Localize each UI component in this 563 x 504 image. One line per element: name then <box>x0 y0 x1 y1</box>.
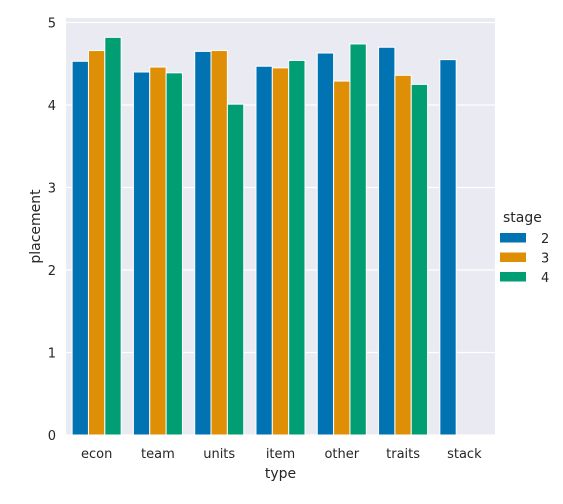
bar-other-stage-4 <box>350 44 366 435</box>
x-tick-label: econ <box>81 447 112 462</box>
x-axis-label: type <box>265 466 296 482</box>
bar-econ-stage-2 <box>72 61 88 435</box>
bar-econ-stage-3 <box>88 51 104 435</box>
bar-econ-stage-4 <box>105 37 121 435</box>
y-axis-label: placement <box>28 189 44 264</box>
bar-item-stage-4 <box>289 60 305 435</box>
x-tick-labels: econ team units item other traits stack <box>81 447 482 462</box>
legend-items: 2 3 4 <box>500 232 549 286</box>
y-tick-labels: 0 1 2 3 4 5 <box>48 17 56 445</box>
legend: stage 2 3 4 <box>500 210 549 286</box>
bar-other-stage-3 <box>334 81 350 435</box>
bar-units-stage-2 <box>195 51 211 435</box>
x-tick-label: units <box>203 447 235 462</box>
legend-label-2: 2 <box>541 232 549 247</box>
legend-label-4: 4 <box>541 271 549 286</box>
bar-traits-stage-3 <box>395 75 411 435</box>
x-tick-label: stack <box>447 447 482 462</box>
bar-team-stage-3 <box>150 67 166 435</box>
x-tick-label: other <box>324 447 359 462</box>
bar-item-stage-3 <box>272 68 288 435</box>
bar-units-stage-4 <box>227 104 243 435</box>
y-tick-label: 3 <box>48 182 56 197</box>
x-tick-label: team <box>141 447 175 462</box>
legend-swatch-2 <box>500 233 526 243</box>
legend-swatch-3 <box>500 253 526 263</box>
bar-item-stage-2 <box>256 66 272 435</box>
bar-team-stage-4 <box>166 73 182 435</box>
y-tick-label: 2 <box>48 264 56 279</box>
bar-traits-stage-4 <box>411 84 427 435</box>
bar-traits-stage-2 <box>379 47 395 435</box>
y-tick-label: 1 <box>48 347 56 362</box>
y-tick-label: 0 <box>48 429 56 444</box>
y-tick-label: 4 <box>48 99 56 114</box>
legend-swatch-4 <box>500 272 526 282</box>
bar-team-stage-2 <box>133 72 149 435</box>
x-tick-label: traits <box>386 447 420 462</box>
legend-title: stage <box>503 210 542 226</box>
bar-stack-stage-2 <box>440 60 456 435</box>
y-tick-label: 5 <box>48 17 56 32</box>
legend-label-3: 3 <box>541 252 549 267</box>
bar-other-stage-2 <box>317 53 333 435</box>
bar-units-stage-3 <box>211 51 227 435</box>
x-tick-label: item <box>266 447 295 462</box>
